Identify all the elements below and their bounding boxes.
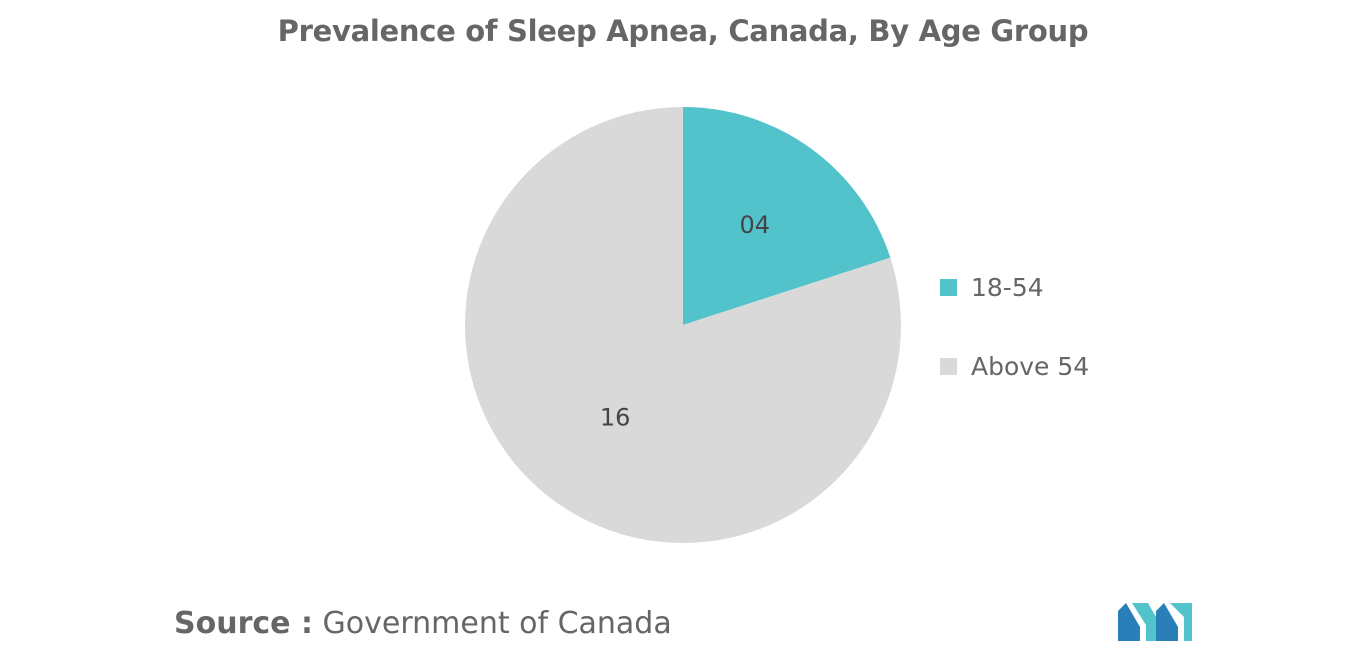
legend-swatch-above-54 bbox=[940, 357, 957, 375]
source-note: Source : Government of Canada bbox=[174, 606, 672, 641]
pie-slice-above-54 bbox=[465, 107, 901, 543]
source-label: Source : bbox=[174, 606, 313, 641]
legend-item-above-54: Above 54 bbox=[940, 349, 1089, 383]
chart-title: Prevalence of Sleep Apnea, Canada, By Ag… bbox=[277, 14, 1089, 48]
source-text: Government of Canada bbox=[322, 606, 672, 641]
slice-label-above-54: 16 bbox=[600, 403, 631, 431]
legend-label-above-54: Above 54 bbox=[971, 351, 1090, 381]
legend-label-18-54: 18-54 bbox=[971, 272, 1044, 302]
legend-swatch-18-54 bbox=[940, 278, 957, 296]
slice-label-18-54: 04 bbox=[739, 211, 770, 239]
legend-item-18-54: 18-54 bbox=[940, 270, 1089, 304]
mordor-intelligence-logo-icon bbox=[1118, 603, 1192, 641]
chart-legend: 18-54 Above 54 bbox=[940, 270, 1089, 428]
pie-slice-18-54 bbox=[683, 107, 891, 325]
